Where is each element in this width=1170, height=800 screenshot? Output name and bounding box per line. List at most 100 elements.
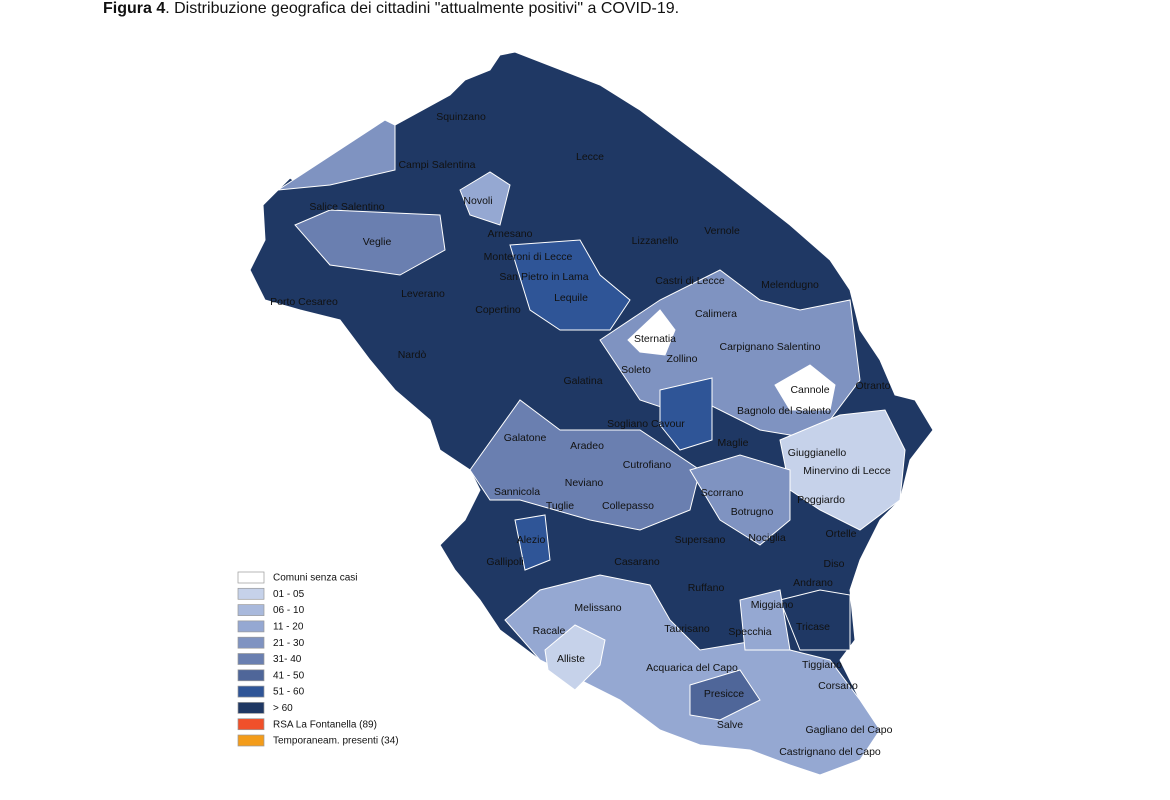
area-alezio xyxy=(514,514,551,571)
place-label: Castrignano del Capo xyxy=(779,746,881,758)
place-label: Sannicola xyxy=(494,486,540,498)
place-label: Melissano xyxy=(574,602,621,614)
legend-swatch xyxy=(237,636,265,649)
place-label: Vernole xyxy=(704,225,740,237)
place-label: Casarano xyxy=(614,556,660,568)
place-label: Porto Cesareo xyxy=(270,296,338,308)
place-label: Andrano xyxy=(793,577,833,589)
place-label: Monteroni di Lecce xyxy=(484,251,573,263)
area-specchia xyxy=(739,589,791,651)
place-label: Leverano xyxy=(401,288,445,300)
legend-label: 11 - 20 xyxy=(273,622,304,633)
place-label: Copertino xyxy=(475,304,521,316)
area-sogliano xyxy=(659,377,713,451)
place-label: Galatina xyxy=(563,375,602,387)
area-alliste xyxy=(544,624,606,691)
place-label: Lequile xyxy=(554,292,588,304)
place-label: Aradeo xyxy=(570,440,604,452)
legend-label: 06 - 10 xyxy=(273,605,305,616)
legend-swatch xyxy=(237,734,265,747)
legend: Comuni senza casi 01 - 05 06 - 10 11 - 20 21… xyxy=(237,571,399,747)
place-label: Salve xyxy=(717,719,743,731)
area-south xyxy=(504,574,881,776)
legend-swatch xyxy=(237,718,265,731)
area-lequile xyxy=(509,239,631,331)
legend-label: 51 - 60 xyxy=(273,687,305,698)
place-label: Scorrano xyxy=(701,487,744,499)
place-label: Melendugno xyxy=(761,279,819,291)
area-west-mid xyxy=(469,399,701,531)
place-label: Cannole xyxy=(790,384,829,396)
place-label: Sogliano Cavour xyxy=(607,418,685,430)
place-label: Tricase xyxy=(796,621,830,633)
legend-swatch xyxy=(237,587,265,600)
place-label: Supersano xyxy=(675,534,726,546)
place-label: Poggiardo xyxy=(797,494,845,506)
area-campi xyxy=(277,119,396,191)
place-label: Nociglia xyxy=(748,532,786,544)
legend-label: Temporaneam. presenti (34) xyxy=(273,736,399,747)
place-label: Collepasso xyxy=(602,500,654,512)
place-label: Squinzano xyxy=(436,111,486,123)
area-cannole xyxy=(774,364,836,411)
area-tricase xyxy=(779,589,851,651)
area-scorrano xyxy=(689,454,791,546)
place-label: San Pietro in Lama xyxy=(499,271,588,283)
place-label: Calimera xyxy=(695,308,737,320)
legend-swatch xyxy=(237,571,265,584)
place-label: Galatone xyxy=(504,432,547,444)
place-label: Diso xyxy=(823,558,844,570)
legend-swatch xyxy=(237,669,265,682)
place-label: Alliste xyxy=(557,653,585,665)
legend-label: 21 - 30 xyxy=(273,638,305,649)
place-label: Tiggiano xyxy=(802,659,842,671)
place-label: Ortelle xyxy=(826,528,857,540)
place-label: Arnesano xyxy=(488,228,533,240)
place-label: Castri di Lecce xyxy=(655,275,725,287)
place-label: Salice Salentino xyxy=(309,201,384,213)
place-label: Specchia xyxy=(728,626,771,638)
place-label: Ruffano xyxy=(688,582,725,594)
place-label: Lizzanello xyxy=(632,235,679,247)
caption-label: Figura 4 xyxy=(103,0,166,17)
legend-swatch xyxy=(237,685,265,698)
place-label: Cutrofiano xyxy=(623,459,672,471)
legend-swatch xyxy=(237,604,265,616)
place-label: Carpignano Salentino xyxy=(720,341,821,353)
legend-label: Comuni senza casi xyxy=(273,573,357,584)
place-label: Racale xyxy=(533,625,566,637)
place-label: Neviano xyxy=(565,477,604,489)
legend-swatch xyxy=(237,653,265,665)
place-label: Novoli xyxy=(463,195,492,207)
place-label: Bagnolo del Salento xyxy=(737,405,831,417)
place-label: Veglie xyxy=(363,236,392,248)
legend-swatch xyxy=(237,620,265,633)
place-labels: Squinzano Lecce Campi Salentina Salice S… xyxy=(270,111,892,758)
place-label: Campi Salentina xyxy=(398,159,475,171)
legend-label: 01 - 05 xyxy=(273,589,305,600)
place-label: Zollino xyxy=(667,353,698,365)
legend-label: RSA La Fontanella (89) xyxy=(273,719,377,730)
area-east xyxy=(779,409,906,531)
area-presicce xyxy=(689,669,761,721)
place-label: Botrugno xyxy=(731,506,774,518)
caption: Figura 4. Distribuzione geografica dei c… xyxy=(103,0,679,18)
map-shapes xyxy=(249,51,934,776)
caption-text: . Distribuzione geografica dei cittadini… xyxy=(165,0,680,17)
area-novoli xyxy=(459,171,511,226)
place-label: Miggiano xyxy=(751,599,794,611)
place-label: Tuglie xyxy=(546,500,574,512)
place-label: Minervino di Lecce xyxy=(803,465,891,477)
place-label: Alezio xyxy=(517,534,546,546)
legend-label: > 60 xyxy=(273,703,293,714)
area-sternatia xyxy=(627,309,676,356)
place-label: Gagliano del Capo xyxy=(806,724,893,736)
place-label: Lecce xyxy=(576,151,604,163)
area-veglie xyxy=(294,209,446,276)
place-label: Nardò xyxy=(398,349,427,361)
place-label: Giuggianello xyxy=(788,447,847,459)
legend-swatch xyxy=(237,702,265,714)
place-label: Maglie xyxy=(718,437,749,449)
